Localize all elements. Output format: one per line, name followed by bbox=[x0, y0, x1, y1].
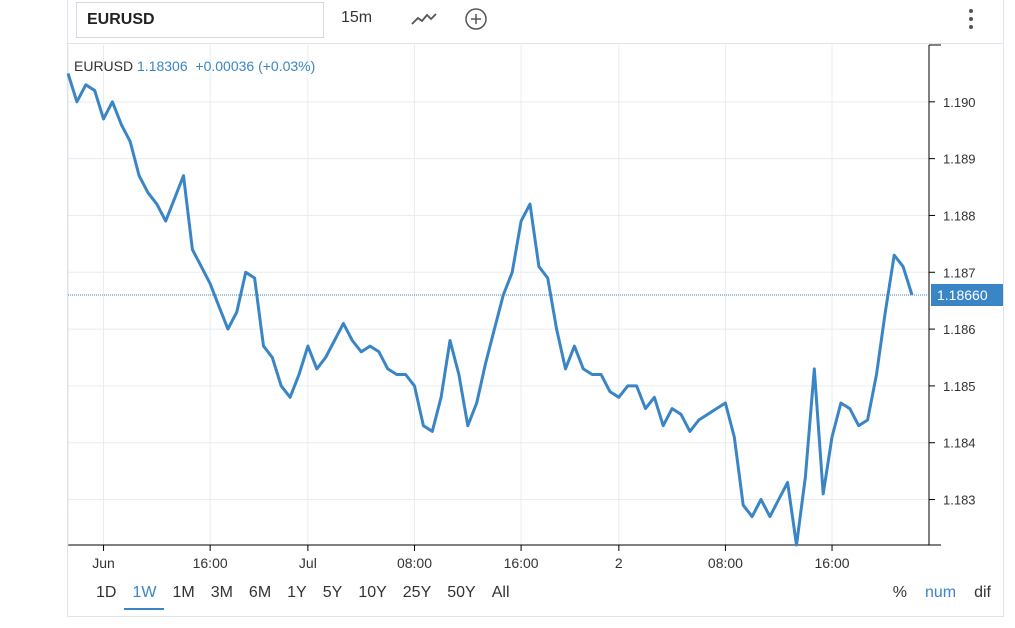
plus-circle-icon[interactable] bbox=[463, 8, 489, 30]
scale-mode-selector: % num dif bbox=[893, 584, 991, 602]
x-tick-label: 08:00 bbox=[708, 555, 743, 571]
y-tick-label: 1.187 bbox=[943, 265, 976, 280]
period-button-10y[interactable]: 10Y bbox=[358, 584, 387, 601]
x-tick-label: 08:00 bbox=[397, 555, 432, 571]
last-price-label: 1.18660 bbox=[937, 287, 988, 303]
quote-price: 1.18306 bbox=[137, 58, 188, 74]
y-tick-label: 1.185 bbox=[943, 379, 976, 394]
y-tick-label: 1.186 bbox=[943, 322, 976, 337]
period-button-50y[interactable]: 50Y bbox=[447, 584, 476, 601]
last-price-badge bbox=[931, 284, 1003, 306]
y-axis-ticks: 1.183 1.184 1.185 1.186 1.187 1.188 1.189 1.190 bbox=[929, 95, 976, 508]
mode-button-dif[interactable]: dif bbox=[974, 584, 991, 601]
period-selector: 1D 1W 1M 3M 6M 1Y 5Y 10Y 25Y 50Y All bbox=[88, 584, 518, 610]
period-button-3m[interactable]: 3M bbox=[210, 584, 233, 601]
quote-change: +0.00036 (+0.03%) bbox=[195, 58, 316, 74]
y-tick-label: 1.188 bbox=[943, 208, 976, 223]
y-tick-label: 1.183 bbox=[943, 493, 976, 508]
x-axis-ticks: Jun 16:00 Jul 08:00 16:00 2 08:00 16:00 bbox=[92, 545, 850, 571]
x-tick-label: 16:00 bbox=[193, 555, 228, 571]
period-button-1d[interactable]: 1D bbox=[96, 584, 117, 601]
price-series-line bbox=[66, 72, 914, 547]
period-button-1m[interactable]: 1M bbox=[172, 584, 195, 601]
x-tick-label: Jun bbox=[92, 555, 115, 571]
x-tick-label: 16:00 bbox=[504, 555, 539, 571]
period-button-all[interactable]: All bbox=[491, 584, 510, 601]
interval-button[interactable]: 15m bbox=[341, 9, 373, 26]
period-button-5y[interactable]: 5Y bbox=[322, 584, 343, 601]
y-tick-label: 1.190 bbox=[943, 95, 976, 110]
y-tick-label: 1.189 bbox=[943, 152, 976, 167]
symbol-input[interactable]: EURUSD bbox=[76, 2, 324, 38]
quote-header: EURUSD 1.18306 +0.00036 (+0.03%) bbox=[74, 58, 315, 74]
period-button-1w[interactable]: 1W bbox=[124, 584, 165, 610]
x-tick-label: 16:00 bbox=[815, 555, 850, 571]
mode-button-percent[interactable]: % bbox=[892, 584, 907, 601]
quote-symbol: EURUSD bbox=[74, 58, 134, 74]
y-tick-label: 1.184 bbox=[943, 436, 976, 451]
vertical-dots-icon[interactable] bbox=[958, 8, 984, 30]
period-button-1y[interactable]: 1Y bbox=[287, 584, 307, 601]
x-tick-label: 2 bbox=[615, 555, 623, 571]
mode-button-num[interactable]: num bbox=[924, 584, 957, 601]
period-button-6m[interactable]: 6M bbox=[248, 584, 272, 601]
x-tick-label: Jul bbox=[299, 555, 317, 571]
line-chart-icon[interactable] bbox=[411, 8, 437, 30]
toolbar bbox=[67, 0, 1004, 44]
period-button-25y[interactable]: 25Y bbox=[402, 584, 432, 601]
